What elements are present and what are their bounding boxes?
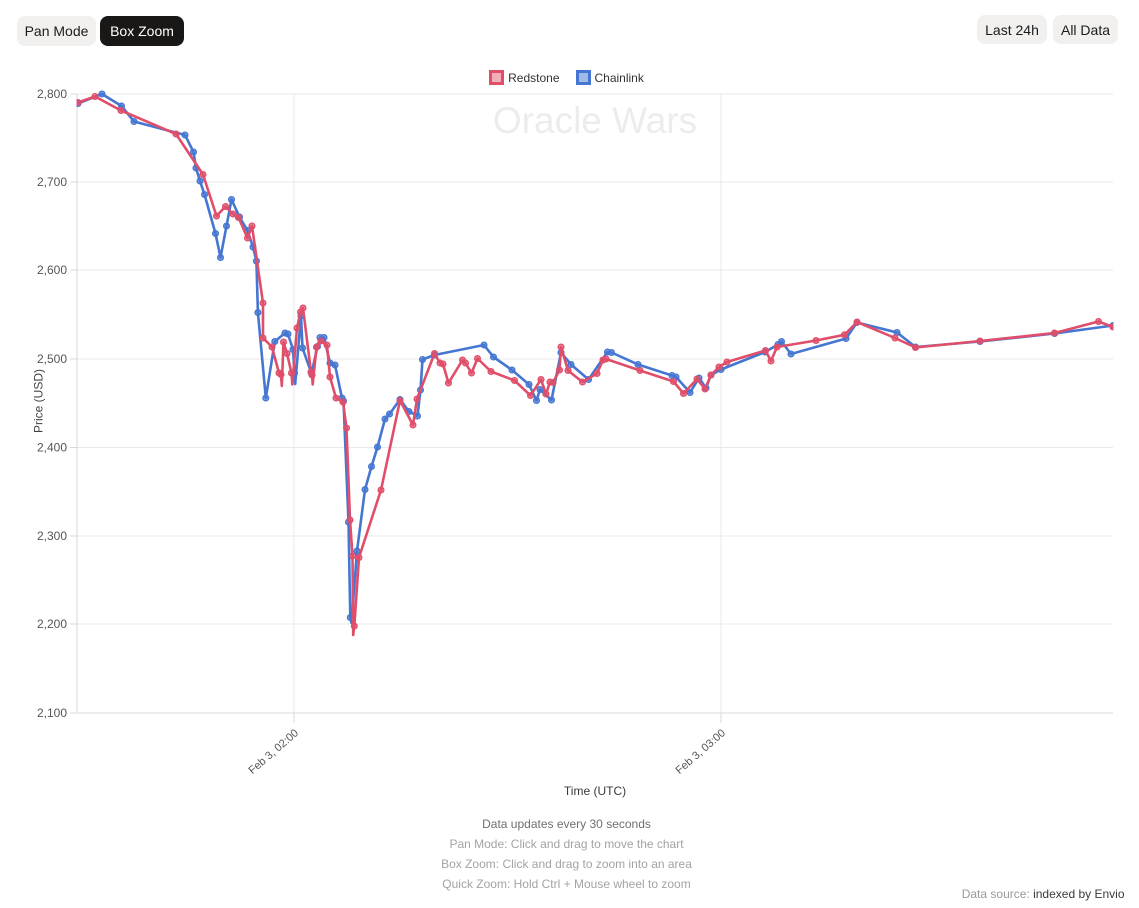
svg-text:Feb 3, 03:00: Feb 3, 03:00 — [673, 727, 727, 777]
svg-text:Time (UTC): Time (UTC) — [564, 784, 626, 798]
svg-text:2,200: 2,200 — [37, 617, 67, 631]
svg-text:2,600: 2,600 — [37, 263, 67, 277]
svg-text:Feb 3, 02:00: Feb 3, 02:00 — [246, 727, 300, 777]
svg-text:2,800: 2,800 — [37, 87, 67, 101]
svg-text:Oracle Wars: Oracle Wars — [493, 100, 697, 141]
svg-text:Price (USD): Price (USD) — [32, 369, 46, 433]
svg-text:2,700: 2,700 — [37, 175, 67, 189]
svg-text:2,300: 2,300 — [37, 529, 67, 543]
svg-text:2,400: 2,400 — [37, 441, 67, 455]
svg-text:2,100: 2,100 — [37, 706, 67, 720]
svg-text:2,500: 2,500 — [37, 352, 67, 366]
